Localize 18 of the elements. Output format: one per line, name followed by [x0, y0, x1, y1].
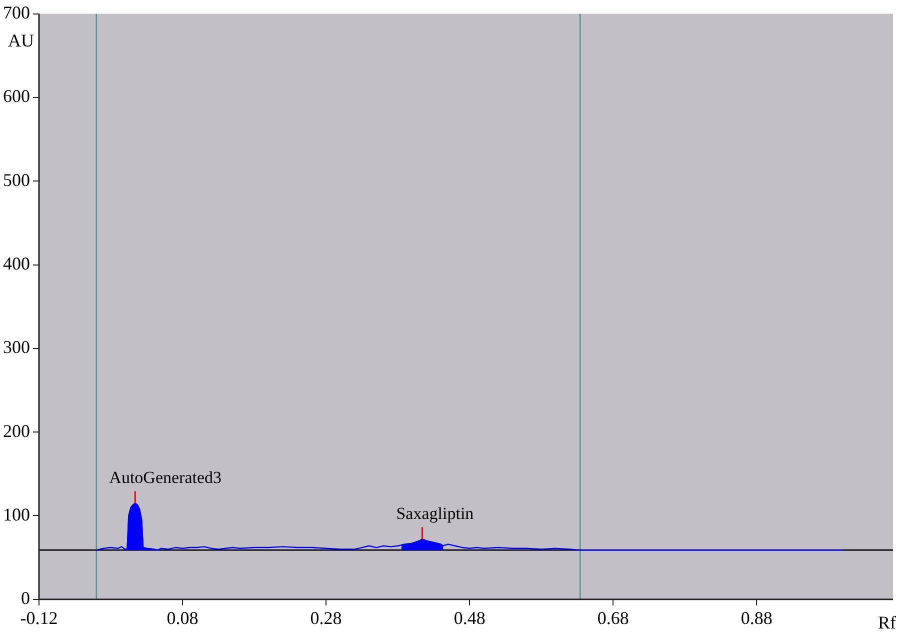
- annotation: Saxagliptin: [396, 504, 474, 524]
- y-tick-label: 0: [21, 588, 30, 608]
- y-tick-label: 300: [3, 337, 30, 358]
- y-tick-label: 600: [3, 86, 30, 106]
- x-tick-label: 0.48: [454, 608, 486, 628]
- y-tick-label: 200: [3, 420, 30, 441]
- y-axis-title: AU: [8, 30, 34, 51]
- annotation: AutoGenerated3: [109, 468, 222, 488]
- x-tick-label: 0.68: [597, 608, 629, 628]
- y-tick-label: 500: [3, 170, 30, 190]
- x-tick-label: -0.12: [20, 608, 58, 628]
- y-tick-label: 700: [3, 2, 30, 23]
- y-tick-label: 400: [3, 254, 30, 274]
- x-tick-label: 0.28: [310, 608, 342, 628]
- y-tick-label: 100: [3, 504, 30, 524]
- x-tick-label: 0.88: [740, 608, 772, 628]
- x-axis-title: Rf: [878, 612, 896, 633]
- x-tick-label: 0.08: [166, 608, 198, 628]
